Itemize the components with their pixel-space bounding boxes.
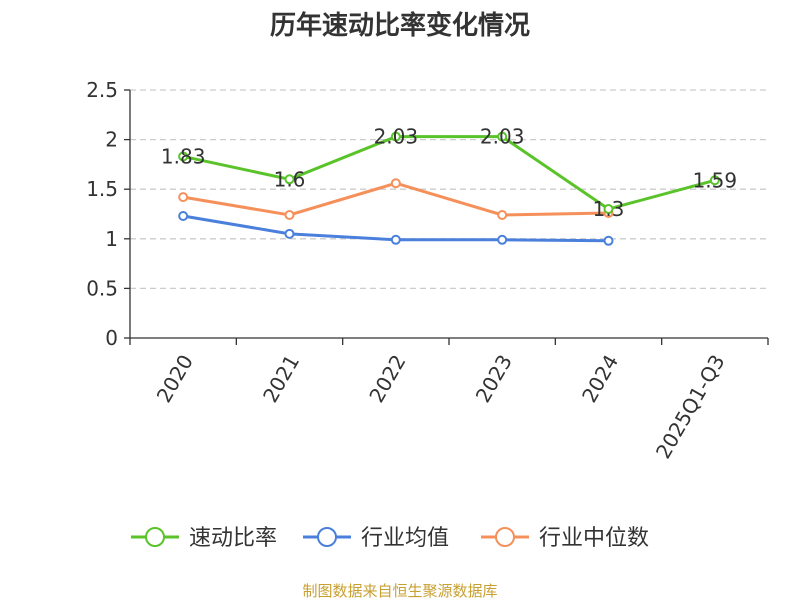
legend-label: 行业均值 [361,526,449,551]
data-point [603,204,614,215]
legend: 速动比率 行业均值 行业中位数 [131,526,649,551]
data-label: 2.03 [480,125,525,149]
y-tick-label: 2 [105,128,118,152]
x-tick-label: 2022 [364,351,410,407]
series-lines [178,131,720,246]
data-label: 1.59 [693,168,738,192]
x-tick-label: 2024 [577,351,623,407]
data-point [178,151,189,162]
data-point [178,210,189,221]
data-point [390,234,401,245]
data-point [497,234,508,245]
x-tick-label: 2023 [471,350,517,406]
data-label: 1.3 [593,197,625,221]
legend-label: 行业中位数 [539,526,649,551]
data-label: 2.03 [374,125,419,149]
data-point [709,175,720,186]
data-point [178,192,189,203]
legend-label: 速动比率 [189,526,277,551]
data-point [497,131,508,142]
data-point [390,131,401,142]
y-tick-label: 0.5 [86,276,118,300]
chart-title: 历年速动比率变化情况 [270,10,530,41]
x-tick-label: 2021 [258,351,304,407]
data-point [284,174,295,185]
data-label: 1.83 [161,144,206,168]
source-note: 制图数据来自恒生聚源数据库 [302,582,497,600]
data-point [603,235,614,246]
y-tick-label: 1 [105,227,118,251]
x-tick-label: 2025Q1-Q3 [651,351,730,463]
legend-marker [495,527,515,547]
data-point [390,178,401,189]
grid-lines [130,89,768,290]
series-line [182,135,716,211]
data-point [284,209,295,220]
legend-marker [317,527,337,547]
y-tick-label: 1.5 [86,177,118,201]
data-labels: 1.83 1.6 2.03 2.03 1.3 1.59 [161,125,737,221]
data-label: 1.6 [274,167,306,191]
data-point [284,228,295,239]
data-point [497,209,508,220]
y-tick-label: 2.5 [86,78,118,102]
y-tick-label: 0 [105,326,118,350]
x-tick-label: 2020 [152,351,198,407]
legend-marker [145,527,165,547]
